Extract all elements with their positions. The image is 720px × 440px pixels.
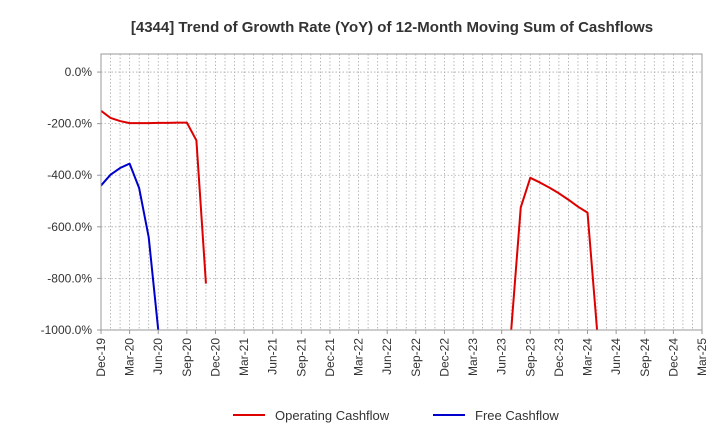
x-tick-label: Sep-20 <box>180 338 194 377</box>
y-tick-label: -1000.0% <box>41 323 93 337</box>
x-tick-label: Jun-21 <box>266 338 280 375</box>
legend-label-operating-cashflow: Operating Cashflow <box>275 408 390 423</box>
x-tick-label: Mar-20 <box>123 338 137 376</box>
x-tick-label: Dec-23 <box>552 338 566 377</box>
x-tick-label: Jun-24 <box>609 338 623 375</box>
plot-layer <box>101 109 599 330</box>
series-line-operating-cashflow-segment-2 <box>510 176 599 330</box>
x-tick-label: Jun-20 <box>151 338 165 375</box>
x-tick-label: Mar-24 <box>581 338 595 376</box>
y-tick-label: 0.0% <box>65 65 93 79</box>
legend: Operating Cashflow Free Cashflow <box>233 408 559 423</box>
x-tick-label: Jun-22 <box>380 338 394 375</box>
x-tick-label: Sep-24 <box>638 338 652 377</box>
y-tick-label: -600.0% <box>47 220 92 234</box>
x-tick-label: Mar-21 <box>237 338 251 376</box>
chart-title: [4344] Trend of Growth Rate (YoY) of 12-… <box>131 19 653 36</box>
x-tick-label: Sep-23 <box>523 338 537 377</box>
y-tick-label: -800.0% <box>47 271 92 285</box>
series-line-operating-cashflow-segment-1 <box>101 109 207 284</box>
legend-label-free-cashflow: Free Cashflow <box>475 408 559 423</box>
y-axis: 0.0% -200.0% -400.0% -600.0% -800.0% -1000.0% <box>41 65 101 337</box>
x-tick-label: Dec-21 <box>323 338 337 377</box>
y-tick-label: -200.0% <box>47 117 92 131</box>
x-tick-label: Sep-22 <box>409 338 423 377</box>
x-tick-label: Mar-22 <box>352 338 366 376</box>
x-tick-label: Sep-21 <box>294 338 308 377</box>
x-tick-label: Mar-23 <box>466 338 480 376</box>
x-tick-label: Dec-24 <box>666 338 680 377</box>
series-line-free-cashflow-segment-1 <box>101 162 160 330</box>
x-tick-label: Jun-23 <box>495 338 509 375</box>
x-tick-label: Dec-20 <box>208 338 222 377</box>
y-tick-label: -400.0% <box>47 168 92 182</box>
x-tick-label: Dec-22 <box>437 338 451 377</box>
grid-layer <box>101 54 702 330</box>
x-tick-label: Dec-19 <box>94 338 108 377</box>
x-tick-label: Mar-25 <box>695 338 709 376</box>
plot-frame <box>100 53 703 331</box>
x-axis: Dec-19 Mar-20 Jun-20 Sep-20 Dec-20 Mar-21 Jun-… <box>94 330 709 377</box>
